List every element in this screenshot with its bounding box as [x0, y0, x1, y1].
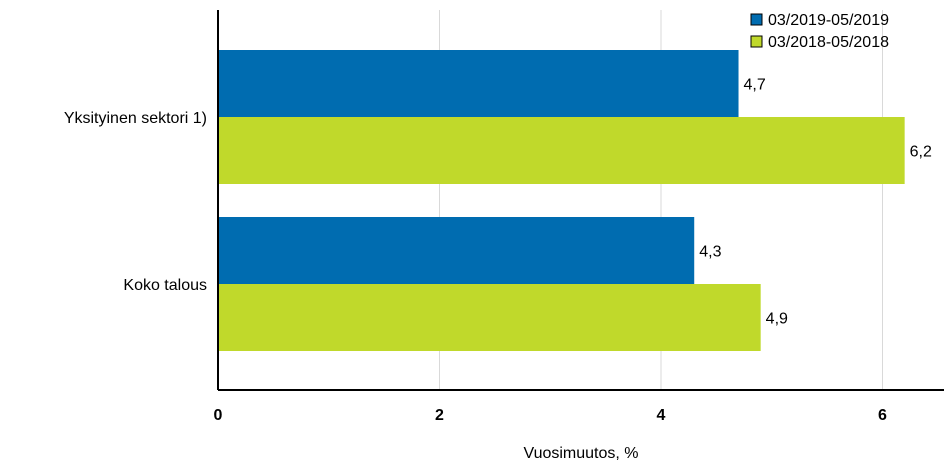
x-tick-label-4: 4	[657, 407, 666, 424]
x-tick-label-6: 6	[878, 407, 887, 424]
x-tick-label-2: 2	[435, 407, 444, 424]
value-label-1-series-1: 4,7	[744, 77, 766, 94]
category-label-1: Yksityinen sektori 1)	[64, 110, 207, 127]
x-axis-title: Vuosimuutos, %	[523, 445, 638, 462]
bar-2-series-2	[218, 284, 761, 351]
x-tick-label-0: 0	[214, 407, 223, 424]
x-tick-labels: 0 2 4 6	[214, 407, 888, 424]
legend-label-2: 03/2018-05/2018	[768, 34, 889, 51]
legend-swatch-1	[750, 13, 763, 26]
legend-label-1: 03/2019-05/2019	[768, 12, 889, 29]
bar-2-series-1	[218, 217, 695, 284]
category-label-2: Koko talous	[123, 277, 207, 294]
legend-swatch-2	[750, 35, 763, 48]
bar-1-series-2	[218, 117, 905, 184]
legend: 03/2019-05/2019 03/2018-05/2018	[750, 12, 889, 51]
bars: 4,7 6,2 4,3 4,9	[218, 50, 932, 351]
value-label-1-series-2: 6,2	[910, 144, 932, 161]
value-label-2-series-1: 4,3	[699, 244, 721, 261]
category-labels: Yksityinen sektori 1) Koko talous	[64, 110, 207, 294]
bar-1-series-1	[218, 50, 739, 117]
value-label-2-series-2: 4,9	[766, 311, 788, 328]
